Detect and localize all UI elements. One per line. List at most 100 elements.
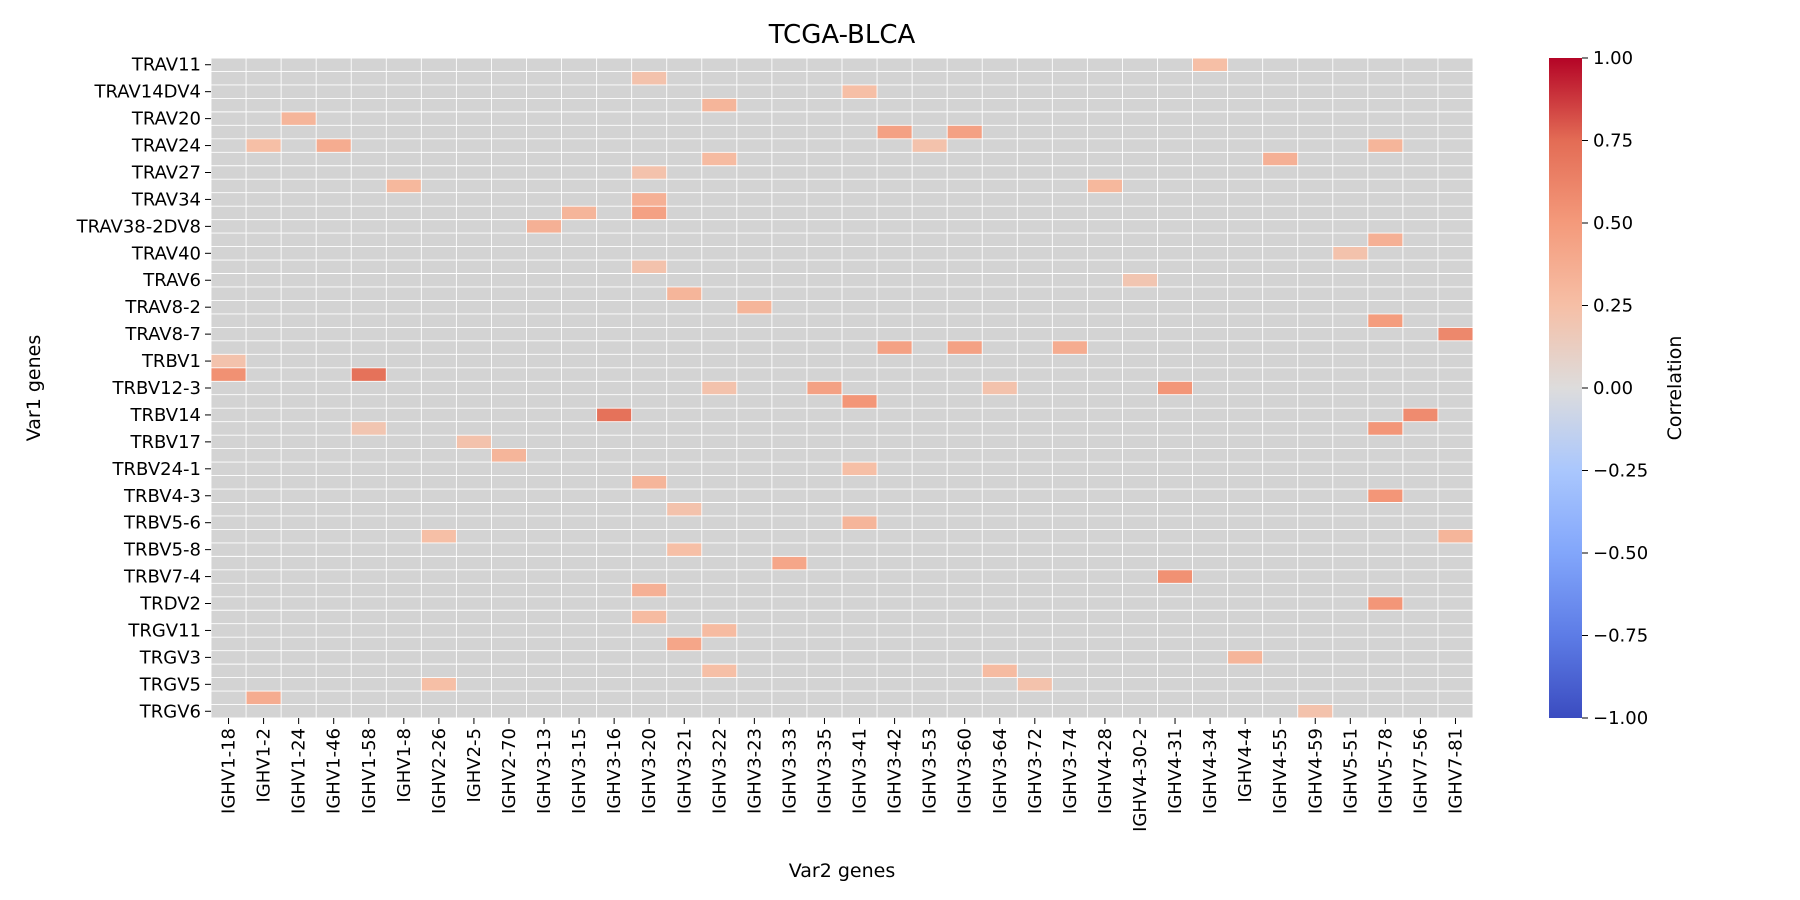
colorbar-tick-label: 0.50	[1593, 213, 1633, 234]
y-tick-label: TRGV5	[139, 674, 201, 695]
heatmap-cell	[1367, 421, 1403, 436]
heatmap-cell	[666, 502, 702, 516]
heatmap-cell	[386, 179, 422, 193]
y-tick-label: TRBV12-3	[112, 378, 201, 399]
colorbar: 1.00 0.75 0.50 0.25 0.00 −0.25 −0.50 −0.75 −1.00…	[1549, 48, 1686, 729]
y-tick-label: TRBV14	[129, 405, 201, 426]
x-tick-label: IGHV1-2	[254, 728, 275, 803]
heatmap-cell	[842, 462, 878, 476]
heatmap-cell	[1332, 246, 1368, 261]
heatmap-cell	[806, 381, 842, 395]
y-tick-label: TRBV24-1	[112, 459, 201, 480]
x-tick-label: IGHV3-16	[604, 728, 625, 814]
heatmap-cell	[351, 421, 387, 436]
x-tick-label: IGHV3-15	[569, 728, 590, 814]
x-tick-label: IGHV3-74	[1060, 728, 1081, 814]
x-tick-label: IGHV3-42	[885, 728, 906, 814]
heatmap-cell	[666, 637, 702, 651]
heatmap-cell	[1367, 596, 1403, 611]
x-tick-label: IGHV3-22	[709, 728, 730, 814]
heatmap-cell	[1437, 327, 1473, 341]
heatmap-cell	[771, 556, 807, 570]
heatmap-cell	[877, 340, 913, 355]
heatmap-plot-area	[210, 57, 1474, 719]
heatmap-cell	[701, 664, 737, 678]
x-tick-label: IGHV1-18	[219, 728, 240, 814]
colorbar-tick-label: 1.00	[1593, 48, 1633, 69]
heatmap-cell	[246, 138, 282, 153]
x-tick-label: IGHV3-33	[779, 728, 800, 814]
x-tick-label: IGHV5-78	[1375, 728, 1396, 814]
heatmap-cell	[526, 219, 562, 234]
heatmap-cell	[912, 138, 948, 153]
heatmap-cell	[842, 394, 878, 409]
heatmap-cell	[211, 354, 247, 368]
y-tick-label: TRAV11	[131, 55, 201, 76]
colorbar-label: Correlation	[1664, 336, 1686, 441]
x-tick-label: IGHV3-64	[990, 728, 1011, 814]
heatmap-cell	[877, 125, 913, 139]
y-tick-label: TRBV5-8	[123, 540, 201, 561]
heatmap-cell	[631, 610, 667, 624]
heatmap-cell	[631, 260, 667, 274]
x-tick-label: IGHV4-59	[1305, 728, 1326, 814]
heatmap-cell	[1402, 408, 1438, 422]
heatmap-cell	[842, 515, 878, 530]
x-tick-label: IGHV2-70	[499, 728, 520, 814]
heatmap-cell	[631, 192, 667, 207]
x-tick-label: IGHV3-60	[955, 728, 976, 814]
y-tick-label: TRAV8-2	[124, 297, 201, 318]
colorbar-tick-label: −0.50	[1593, 543, 1648, 564]
heatmap-cell	[1367, 313, 1403, 328]
heatmap-cell	[631, 71, 667, 85]
x-tick-label: IGHV3-13	[534, 728, 555, 814]
x-tick-label: IGHV3-72	[1025, 728, 1046, 814]
colorbar-tick-label: 0.25	[1593, 296, 1633, 317]
x-tick-label: IGHV1-8	[394, 728, 415, 803]
heatmap-cell	[631, 475, 667, 490]
heatmap-cell	[666, 542, 702, 557]
heatmap-cell	[316, 138, 352, 153]
heatmap-cell	[1157, 569, 1193, 584]
x-tick-label: IGHV2-5	[464, 728, 485, 803]
heatmap-cell	[701, 381, 737, 395]
x-tick-label: IGHV1-58	[359, 728, 380, 814]
heatmap-cell	[701, 98, 737, 112]
x-axis-ticks: IGHV1-18 IGHV1-2 IGHV1-24 IGHV1-46 IGHV1-58 I…	[219, 718, 1466, 832]
heatmap-cell	[1297, 704, 1333, 718]
y-tick-label: TRGV3	[139, 647, 201, 668]
heatmap-cell	[421, 677, 457, 692]
heatmap-cell	[596, 408, 632, 422]
heatmap-cell	[947, 340, 983, 355]
x-tick-label: IGHV3-53	[920, 728, 941, 814]
heatmap-cell	[561, 206, 597, 220]
heatmap-cell	[631, 583, 667, 597]
y-tick-label: TRAV6	[142, 270, 201, 291]
x-tick-label: IGHV2-26	[429, 728, 450, 814]
x-tick-label: IGHV4-31	[1165, 728, 1186, 814]
heatmap-cell	[701, 152, 737, 166]
heatmap-cell	[246, 691, 282, 705]
y-tick-label: TRBV5-6	[123, 513, 201, 534]
heatmap-cell	[947, 125, 983, 139]
heatmap-cell	[631, 206, 667, 220]
chart-title: TCGA-BLCA	[768, 20, 916, 50]
x-tick-label: IGHV4-34	[1200, 728, 1221, 814]
heatmap-cell	[456, 435, 492, 449]
heatmap-cell	[211, 367, 247, 382]
heatmap-cell	[1367, 233, 1403, 247]
heatmap-cell	[982, 381, 1018, 395]
y-tick-label: TRGV11	[127, 620, 201, 641]
heatmap-cell	[842, 84, 878, 99]
heatmap-cell	[1192, 58, 1228, 72]
x-tick-label: IGHV3-21	[674, 728, 695, 814]
heatmap-cell	[491, 448, 527, 463]
x-tick-label: IGHV4-30-2	[1130, 728, 1151, 832]
x-tick-label: IGHV3-35	[814, 728, 835, 814]
x-tick-label: IGHV4-55	[1270, 728, 1291, 814]
heatmap-cell	[982, 664, 1018, 678]
heatmap-cell	[1052, 340, 1088, 355]
y-tick-label: TRAV40	[131, 243, 201, 264]
y-axis-ticks: TRAV11 TRAV14DV4 TRAV20 TRAV24 TRAV27 TRAV34 T…	[76, 55, 211, 722]
